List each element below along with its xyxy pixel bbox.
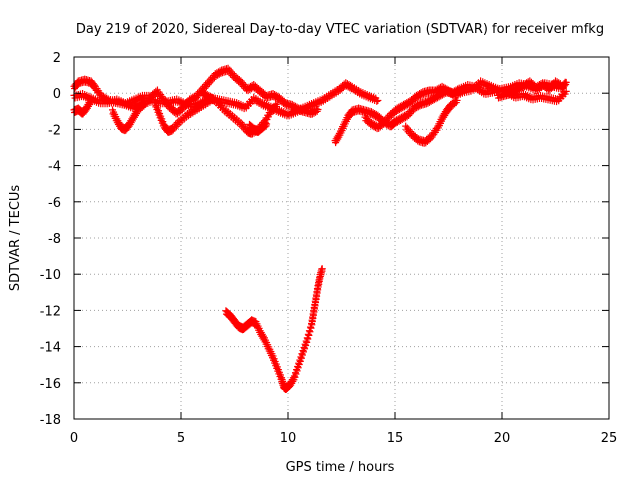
y-tick-label: -14 bbox=[40, 341, 61, 356]
data-series-trace-11 bbox=[494, 77, 566, 102]
data-point bbox=[416, 102, 424, 110]
data-point bbox=[418, 91, 426, 99]
y-axis-label: SDTVAR / TECUs bbox=[8, 185, 23, 292]
data-series-trace-2 bbox=[70, 79, 382, 120]
data-point bbox=[247, 85, 255, 93]
data-series-trace-12 bbox=[222, 265, 326, 393]
data-point bbox=[558, 82, 566, 90]
data-point bbox=[177, 107, 185, 115]
data-point bbox=[416, 92, 424, 100]
data-point bbox=[141, 100, 149, 108]
y-tick-label: -10 bbox=[40, 268, 61, 283]
data-point bbox=[373, 97, 381, 105]
y-tick-label: -2 bbox=[48, 123, 61, 138]
data-point bbox=[425, 136, 433, 144]
x-tick-label: 15 bbox=[387, 431, 404, 446]
x-tick-label: 5 bbox=[177, 431, 185, 446]
data-series-trace-1 bbox=[70, 64, 322, 118]
data-point bbox=[536, 83, 544, 91]
data-point bbox=[215, 70, 223, 78]
y-tick-label: -16 bbox=[40, 377, 61, 392]
data-series-trace-3 bbox=[109, 100, 149, 135]
data-point bbox=[386, 113, 394, 121]
data-point bbox=[557, 83, 565, 91]
x-tick-label: 25 bbox=[601, 431, 618, 446]
y-tick-label: -6 bbox=[48, 196, 61, 211]
y-tick-label: -12 bbox=[40, 304, 61, 319]
data-point bbox=[422, 100, 430, 108]
data-point bbox=[378, 122, 386, 130]
data-point bbox=[318, 265, 326, 273]
data-point bbox=[235, 76, 243, 84]
data-point bbox=[314, 105, 322, 113]
data-point bbox=[87, 96, 95, 104]
data-series-trace-6 bbox=[245, 119, 271, 136]
data-point bbox=[217, 69, 225, 77]
data-point bbox=[210, 94, 218, 102]
data-point bbox=[273, 100, 281, 108]
x-tick-label: 10 bbox=[280, 431, 297, 446]
data-series-trace-10 bbox=[402, 96, 461, 147]
data-point bbox=[374, 96, 382, 104]
y-tick-label: -18 bbox=[40, 413, 61, 428]
y-tick-label: -4 bbox=[48, 160, 61, 175]
x-axis-label: GPS time / hours bbox=[286, 460, 395, 475]
data-point bbox=[562, 87, 570, 95]
data-point bbox=[414, 103, 422, 111]
y-tick-label: 2 bbox=[53, 51, 61, 66]
data-point bbox=[263, 120, 271, 128]
data-layer bbox=[70, 64, 570, 393]
y-tick-label: -8 bbox=[48, 232, 61, 247]
data-point bbox=[379, 120, 387, 128]
data-series-trace-4 bbox=[151, 95, 217, 136]
x-tick-label: 20 bbox=[494, 431, 511, 446]
data-point bbox=[562, 78, 570, 86]
data-point bbox=[191, 95, 199, 103]
data-point bbox=[523, 81, 531, 89]
data-point bbox=[339, 84, 347, 92]
y-tick-label: 0 bbox=[53, 87, 61, 102]
data-point bbox=[403, 113, 411, 121]
data-point bbox=[453, 96, 461, 104]
data-point bbox=[347, 81, 355, 89]
x-tick-label: 0 bbox=[70, 431, 78, 446]
data-point bbox=[506, 91, 514, 99]
tick-layer: 0 5 10 15 20 25 -18 -16 -14 -12 -10 -8 -6 -4 -2 0 2 bbox=[40, 51, 618, 446]
chart-title: Day 219 of 2020, Sidereal Day-to-day VTE… bbox=[76, 22, 604, 37]
data-point bbox=[555, 79, 563, 87]
